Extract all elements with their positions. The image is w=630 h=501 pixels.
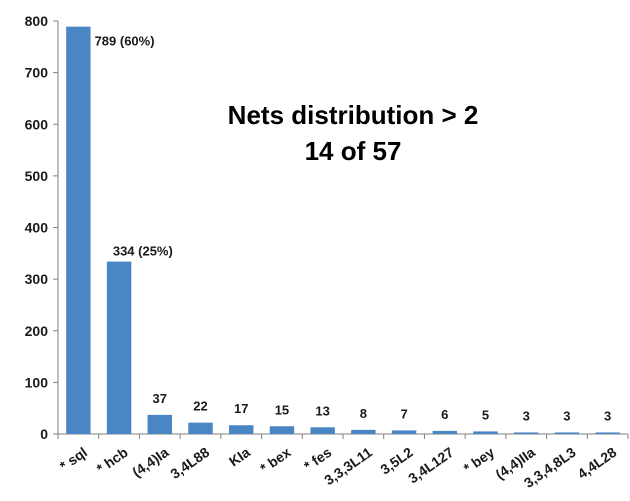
bar (310, 427, 335, 434)
bar (514, 432, 539, 434)
data-label: 6 (441, 407, 448, 422)
chart-title: Nets distribution > 2 (228, 100, 479, 130)
y-tick-label: 400 (25, 220, 49, 236)
data-label: 17 (234, 401, 248, 416)
data-label: 3 (523, 408, 530, 423)
category-label: * sql (57, 444, 90, 474)
category-labels: * sql * hcb(4,4)Ia3,4L88 KIa * bex * fes3,3,… (57, 444, 620, 491)
category-label: * bey (461, 444, 498, 476)
category-label: 4,4L28 (574, 444, 619, 482)
category-label: 3,4L88 (167, 444, 212, 482)
category-label: * bex (257, 444, 294, 476)
bar (188, 422, 213, 434)
bar (554, 432, 580, 434)
y-tick-label: 800 (25, 13, 49, 29)
data-label: 789 (60%) (95, 34, 155, 49)
y-tick-label: 700 (25, 65, 49, 81)
y-tick-label: 0 (40, 426, 48, 442)
bar (432, 430, 457, 434)
bar (351, 429, 376, 434)
bar (229, 425, 254, 434)
data-label: 7 (400, 406, 407, 421)
x-axis (57, 433, 629, 439)
data-label: 334 (25%) (113, 244, 173, 259)
bar (66, 26, 91, 435)
y-tick-label: 200 (25, 323, 49, 339)
category-label: 3,4L127 (405, 444, 456, 487)
y-axis: 0 100 200 300 400 500 600 700 800 (25, 13, 59, 442)
bar (391, 430, 417, 434)
bar (595, 432, 620, 434)
bar (106, 261, 132, 434)
data-label: 8 (360, 406, 367, 421)
chart-subtitle: 14 of 57 (305, 136, 402, 166)
bars (66, 26, 620, 435)
y-tick-label: 600 (25, 116, 49, 132)
y-tick-label: 100 (25, 374, 49, 390)
data-label: 5 (482, 407, 489, 422)
data-label: 3 (604, 408, 611, 423)
data-label: 22 (193, 399, 207, 414)
data-labels: 789 (60%) 334 (25%) 37 22 17 15 13 8 7 6 5 3 3 3 (95, 34, 612, 424)
y-tick-label: 500 (25, 168, 49, 184)
y-tick-label: 300 (25, 271, 49, 287)
bar (269, 426, 295, 434)
data-label: 15 (275, 402, 289, 417)
data-label: 37 (153, 391, 167, 406)
bar (147, 414, 172, 434)
bar (473, 431, 498, 434)
data-label: 13 (315, 403, 329, 418)
category-label: (4,4)Ia (129, 444, 171, 480)
data-label: 3 (563, 408, 570, 423)
category-label: * hcb (94, 444, 131, 477)
category-label: KIa (226, 444, 253, 470)
